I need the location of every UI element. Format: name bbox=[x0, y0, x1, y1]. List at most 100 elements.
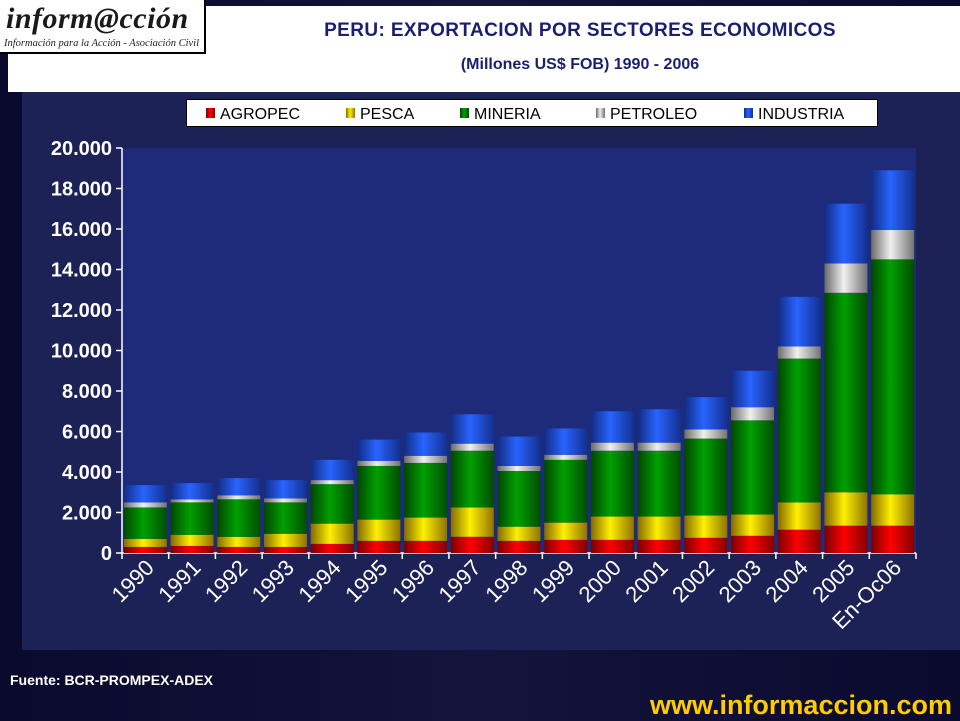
legend-label-mineria: MINERIA bbox=[474, 106, 541, 123]
bar-pesca bbox=[450, 507, 494, 537]
legend-swatch-petroleo bbox=[596, 108, 605, 118]
bar-petroleo bbox=[123, 502, 167, 508]
bar-mineria bbox=[637, 450, 681, 517]
x-tick-label: 1999 bbox=[527, 555, 579, 607]
bar-industria bbox=[731, 370, 775, 408]
bar-industria bbox=[404, 432, 448, 456]
bar-industria bbox=[263, 480, 307, 499]
x-tick-label: 2002 bbox=[667, 555, 719, 607]
chart-subtitle: (Millones US$ FOB) 1990 - 2006 bbox=[460, 56, 700, 73]
legend-swatch-mineria bbox=[460, 108, 469, 118]
bar-petroleo bbox=[871, 230, 915, 260]
x-tick-label: 2003 bbox=[714, 555, 766, 607]
bar-pesca bbox=[123, 538, 167, 547]
bar-pesca bbox=[310, 523, 354, 544]
bar-industria bbox=[497, 436, 541, 466]
bar-petroleo bbox=[777, 346, 821, 359]
bar-industria bbox=[637, 409, 681, 443]
bar-industria bbox=[450, 414, 494, 444]
bar-industria bbox=[123, 485, 167, 503]
bar-pesca bbox=[731, 514, 775, 536]
bar-petroleo bbox=[217, 495, 261, 500]
bar-mineria bbox=[871, 259, 915, 495]
bar-petroleo bbox=[731, 407, 775, 421]
bar-agropec bbox=[684, 537, 728, 553]
bar-pesca bbox=[637, 516, 681, 540]
chart-title: PERU: EXPORTACION POR SECTORES ECONOMICO… bbox=[324, 20, 836, 41]
y-tick-label: 2.000 bbox=[62, 503, 112, 525]
bar-pesca bbox=[684, 515, 728, 538]
y-tick-label: 4.000 bbox=[62, 462, 112, 484]
bar-industria bbox=[824, 203, 868, 264]
bar-pesca bbox=[263, 533, 307, 547]
bar-agropec bbox=[450, 536, 494, 553]
bar-mineria bbox=[544, 459, 588, 523]
x-tick-label: 2004 bbox=[760, 555, 812, 607]
bar-petroleo bbox=[544, 454, 588, 460]
x-tick-label: 1995 bbox=[340, 555, 392, 607]
bar-agropec bbox=[731, 535, 775, 553]
legend-swatch-pesca bbox=[346, 108, 355, 118]
logo-brand: inform@cción bbox=[6, 2, 189, 35]
bar-pesca bbox=[544, 522, 588, 540]
bar-industria bbox=[357, 439, 401, 461]
bar-pesca bbox=[404, 517, 448, 541]
bar-pesca bbox=[217, 536, 261, 547]
y-tick-label: 16.000 bbox=[51, 219, 112, 241]
bar-petroleo bbox=[450, 443, 494, 451]
bar-mineria bbox=[404, 462, 448, 518]
bar-mineria bbox=[497, 470, 541, 527]
bar-mineria bbox=[731, 420, 775, 515]
x-tick-label: 2001 bbox=[620, 555, 672, 607]
x-tick-label: 2000 bbox=[574, 555, 626, 607]
bar-agropec bbox=[824, 525, 868, 553]
bar-agropec bbox=[777, 529, 821, 553]
bar-pesca bbox=[824, 492, 868, 526]
bar-agropec bbox=[310, 543, 354, 553]
bar-industria bbox=[871, 170, 915, 231]
bar-petroleo bbox=[497, 465, 541, 471]
bar-industria bbox=[684, 397, 728, 430]
y-tick-label: 6.000 bbox=[62, 422, 112, 444]
legend-label-industria: INDUSTRIA bbox=[758, 106, 845, 123]
bar-mineria bbox=[123, 507, 167, 539]
legend-swatch-industria bbox=[744, 108, 753, 118]
bar-industria bbox=[310, 459, 354, 481]
bar-industria bbox=[217, 478, 261, 496]
bar-pesca bbox=[357, 519, 401, 541]
x-tick-label: 1996 bbox=[387, 555, 439, 607]
bar-petroleo bbox=[404, 455, 448, 463]
bar-industria bbox=[170, 483, 214, 500]
x-tick-label: 1998 bbox=[480, 555, 532, 607]
bar-petroleo bbox=[310, 480, 354, 485]
bar-agropec bbox=[637, 539, 681, 553]
y-tick-label: 20.000 bbox=[51, 138, 112, 160]
bar-petroleo bbox=[637, 442, 681, 451]
y-tick-label: 12.000 bbox=[51, 300, 112, 322]
bar-agropec bbox=[123, 546, 167, 553]
legend-label-pesca: PESCA bbox=[360, 106, 415, 123]
x-tick-label: 1991 bbox=[153, 555, 205, 607]
legend-label-petroleo: PETROLEO bbox=[610, 106, 697, 123]
bar-agropec bbox=[170, 545, 214, 553]
bar-mineria bbox=[357, 465, 401, 520]
bar-petroleo bbox=[590, 442, 634, 451]
y-tick-label: 10.000 bbox=[51, 341, 112, 363]
bar-petroleo bbox=[357, 460, 401, 466]
bar-mineria bbox=[777, 358, 821, 503]
bar-petroleo bbox=[684, 429, 728, 439]
bar-mineria bbox=[450, 450, 494, 508]
legend-swatch-agropec bbox=[206, 108, 215, 118]
bar-petroleo bbox=[263, 498, 307, 503]
bar-petroleo bbox=[824, 263, 868, 293]
website-link[interactable]: www.informaccion.com bbox=[649, 690, 952, 720]
bar-agropec bbox=[263, 546, 307, 553]
bar-mineria bbox=[684, 438, 728, 516]
bar-pesca bbox=[170, 534, 214, 546]
bar-agropec bbox=[404, 540, 448, 553]
x-tick-label: 1997 bbox=[434, 555, 486, 607]
x-tick-label: 1992 bbox=[200, 555, 252, 607]
bar-mineria bbox=[310, 484, 354, 524]
bar-pesca bbox=[871, 494, 915, 526]
